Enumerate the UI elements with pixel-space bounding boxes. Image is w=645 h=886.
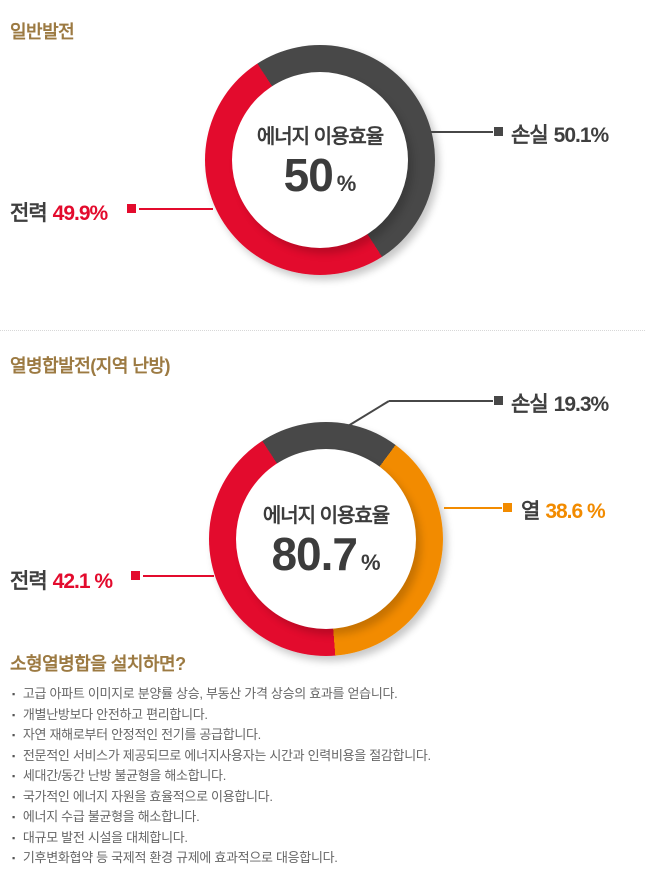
- section-title-cogeneration: 열병합발전(지역 난방): [10, 356, 171, 376]
- callout-line-loss: [389, 400, 493, 402]
- square-marker-icon: [127, 204, 136, 213]
- donut-chart-general: 에너지 이용효율 50 %: [205, 45, 435, 275]
- list-item-text: 자연 재해로부터 안정적인 전기를 공급합니다.: [22, 727, 261, 742]
- bullet-square-icon: ▪: [12, 812, 15, 822]
- list-item-text: 전문적인 서비스가 제공되므로 에너지사용자는 시간과 인력비용을 절감합니다.: [22, 747, 431, 763]
- callout-line-loss: [430, 131, 493, 133]
- list-item: ▪ 자연 재해로부터 안정적인 전기를 공급합니다.: [12, 725, 632, 746]
- bullet-square-icon: ▪: [12, 750, 15, 761]
- list-item: ▪ 세대간/동간 난방 불균형을 해소합니다.: [12, 766, 632, 787]
- callout-loss-label: 손실: [511, 124, 549, 147]
- callout-line-heat: [444, 507, 502, 509]
- square-marker-icon: [503, 503, 512, 512]
- donut-center-text: 에너지 이용효율 50 %: [205, 45, 435, 275]
- list-item-text: 에너지 수급 불균형을 해소합니다.: [22, 809, 200, 824]
- callout-line-power: [139, 208, 213, 210]
- list-item-text: 개별난방보다 안전하고 편리합니다.: [22, 706, 208, 722]
- efficiency-value: 50: [283, 149, 334, 202]
- bullet-square-icon: ▪: [12, 832, 15, 843]
- donut-inner-circle: [236, 449, 416, 629]
- list-item: ▪ 고급 아파트 이미지로 분양률 상승, 부동산 가격 상승의 효과를 얻습니다…: [12, 684, 632, 705]
- callout-power-label: 전력: [10, 202, 48, 225]
- bullet-square-icon: ▪: [12, 730, 15, 740]
- callout-power-value: 42.1 %: [52, 570, 113, 593]
- callout-power-value: 49.9%: [52, 202, 109, 225]
- callout-power: 전력 49.9%: [10, 197, 109, 227]
- square-marker-icon: [494, 127, 503, 136]
- list-item-text: 국가적인 에너지 자원을 효율적으로 이용합니다.: [22, 788, 273, 804]
- callout-loss: 손실 19.3%: [511, 388, 610, 418]
- donut-center-text: 에너지 이용효율 80.7 %: [209, 422, 443, 656]
- square-marker-icon: [494, 396, 503, 405]
- efficiency-label: 에너지 이용효율: [256, 126, 384, 149]
- callout-loss-value: 19.3%: [553, 393, 610, 416]
- list-item-text: 기후변화협약 등 국제적 환경 규제에 효과적으로 대응합니다.: [22, 850, 338, 865]
- bullet-square-icon: ▪: [12, 689, 15, 699]
- callout-line-power: [143, 575, 214, 577]
- efficiency-value: 80.7: [271, 528, 358, 581]
- callout-power-label: 전력: [10, 570, 48, 593]
- callout-heat: 열 38.6 %: [521, 495, 606, 525]
- callout-power: 전력 42.1 %: [10, 565, 113, 595]
- list-item-text: 대규모 발전 시설을 대체합니다.: [22, 829, 188, 845]
- callout-heat-label: 열: [521, 500, 540, 523]
- section-divider: [0, 330, 645, 331]
- benefits-list: ▪ 고급 아파트 이미지로 분양률 상승, 부동산 가격 상승의 효과를 얻습니다…: [12, 684, 632, 869]
- section-title-general-generation: 일반발전: [10, 22, 75, 42]
- list-item: ▪ 국가적인 에너지 자원을 효율적으로 이용합니다.: [12, 787, 632, 808]
- donut-inner-circle: [232, 72, 408, 248]
- callout-loss-value: 50.1%: [553, 124, 610, 147]
- list-item: ▪ 개별난방보다 안전하고 편리합니다.: [12, 705, 632, 726]
- square-marker-icon: [131, 571, 140, 580]
- list-item: ▪ 에너지 수급 불균형을 해소합니다.: [12, 807, 632, 828]
- percent-sign: %: [360, 550, 381, 576]
- callout-loss: 손실 50.1%: [511, 119, 610, 149]
- bullet-square-icon: ▪: [12, 791, 15, 802]
- list-item-text: 세대간/동간 난방 불균형을 해소합니다.: [22, 768, 227, 783]
- donut-chart-cogeneration: 에너지 이용효율 80.7 %: [209, 422, 443, 656]
- callout-heat-value: 38.6 %: [545, 500, 605, 523]
- bullet-square-icon: ▪: [12, 709, 15, 720]
- efficiency-label: 에너지 이용효율: [262, 505, 390, 528]
- list-item: ▪ 기후변화협약 등 국제적 환경 규제에 효과적으로 대응합니다.: [12, 848, 632, 869]
- bullet-square-icon: ▪: [12, 771, 15, 781]
- list-item: ▪ 전문적인 서비스가 제공되므로 에너지사용자는 시간과 인력비용을 절감합니다…: [12, 746, 632, 767]
- benefits-heading: 소형열병합을 설치하면?: [10, 654, 186, 674]
- callout-loss-label: 손실: [511, 393, 549, 416]
- bullet-square-icon: ▪: [12, 853, 15, 863]
- percent-sign: %: [336, 171, 357, 197]
- list-item: ▪ 대규모 발전 시설을 대체합니다.: [12, 828, 632, 849]
- list-item-text: 고급 아파트 이미지로 분양률 상승, 부동산 가격 상승의 효과를 얻습니다.: [22, 686, 398, 701]
